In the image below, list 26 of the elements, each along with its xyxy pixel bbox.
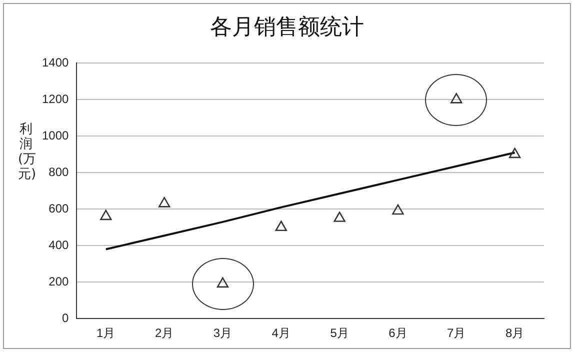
point — [216, 277, 229, 288]
x-tick-label: 6月 — [388, 326, 408, 340]
x-tick-label: 8月 — [505, 326, 524, 340]
y-tick-label: 400 — [48, 238, 70, 252]
y-tick-label: 0 — [62, 310, 70, 325]
y-tick-label: 200 — [48, 274, 70, 288]
point — [450, 93, 462, 104]
y-tick-label: 1200 — [42, 92, 70, 106]
x-tick-label: 2月 — [154, 326, 174, 340]
x-tick-label: 4月 — [272, 326, 290, 340]
y-tick-label: 1000 — [42, 128, 70, 142]
x-tick-label: 7月 — [447, 326, 466, 340]
x-tick-label: 5月 — [330, 326, 349, 340]
point — [275, 220, 287, 232]
x-tick-label: 1月 — [96, 326, 116, 340]
point — [508, 148, 521, 158]
point — [334, 212, 346, 222]
y-tick-label: 800 — [48, 164, 70, 179]
y-tick-label: 1400 — [42, 56, 70, 70]
point — [392, 204, 404, 215]
x-tick-label: 3月 — [213, 326, 232, 340]
chart-title: 各月销售额统计 — [209, 14, 365, 42]
y-axis-title: 利润(万元) — [18, 122, 36, 182]
point — [100, 210, 112, 220]
y-tick-label: 600 — [48, 201, 70, 216]
point — [158, 197, 170, 208]
